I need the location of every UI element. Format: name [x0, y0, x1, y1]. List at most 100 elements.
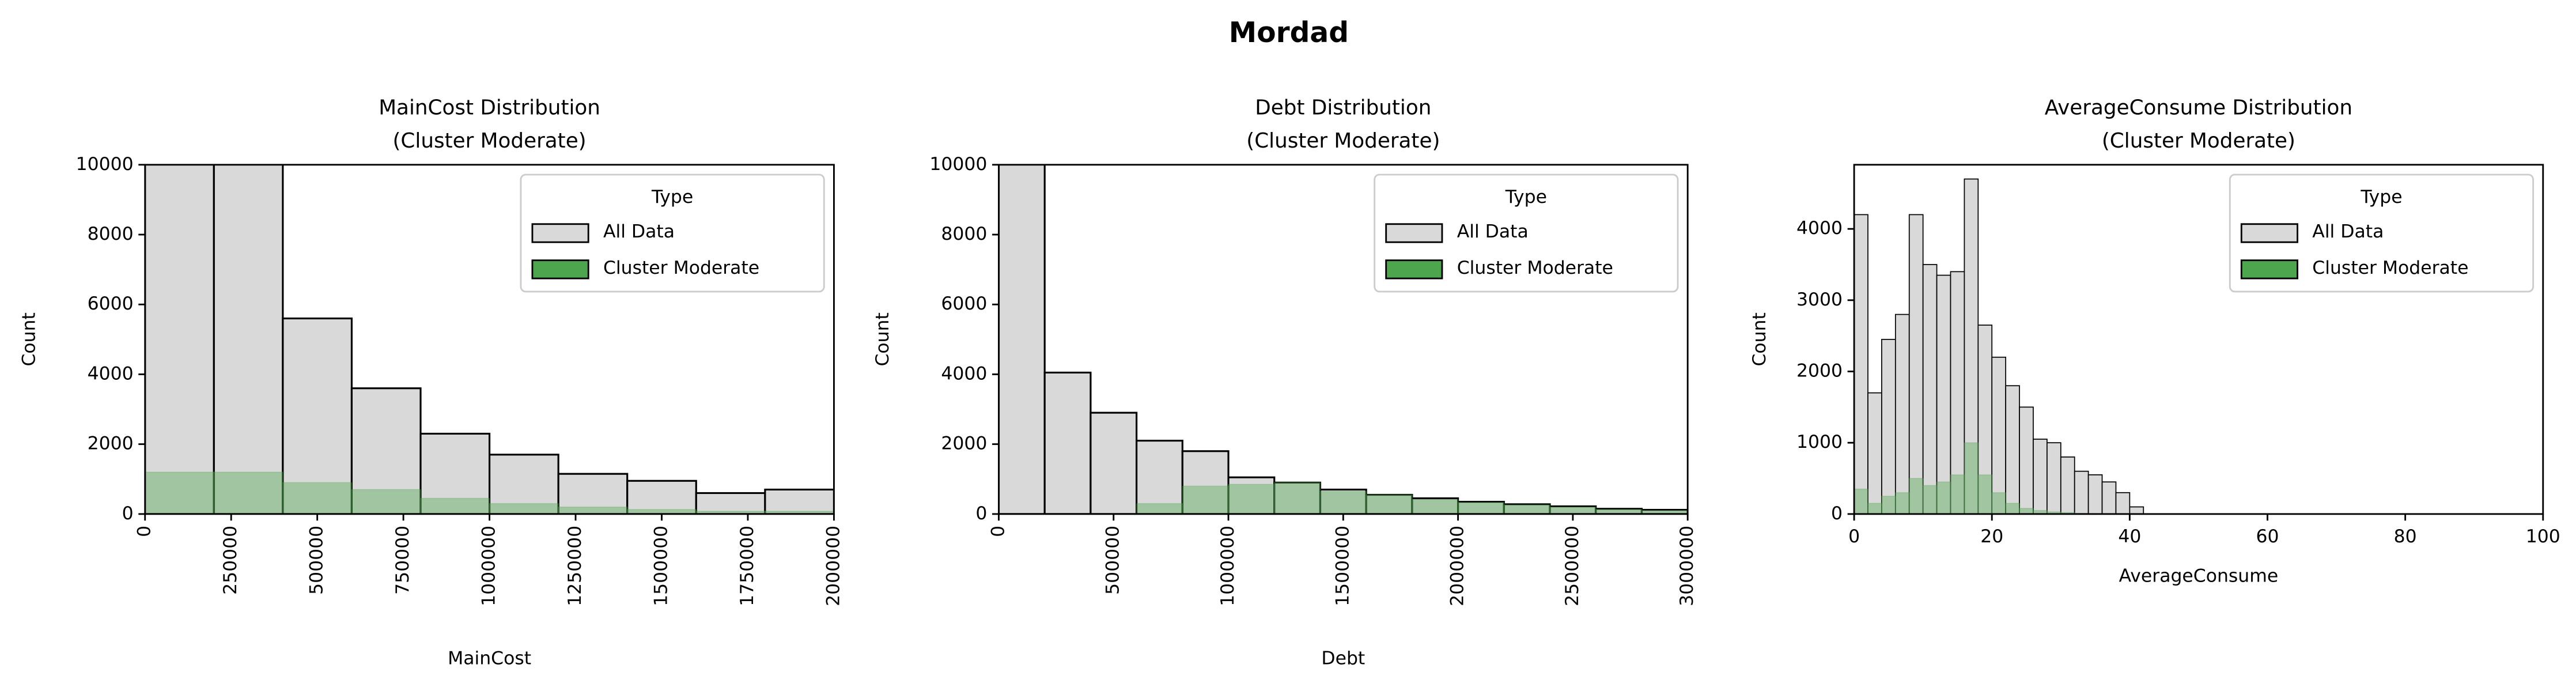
histogram-bar	[1894, 314, 1910, 514]
histogram-bar	[282, 482, 353, 514]
histogram-bar	[2060, 456, 2075, 514]
histogram-bar	[1412, 499, 1459, 514]
x-tick-label: 0	[134, 526, 155, 537]
histogram-bar	[213, 471, 283, 514]
y-tick-label: 4000	[941, 363, 987, 384]
histogram-bar	[1503, 504, 1550, 514]
histogram-bar	[419, 432, 491, 514]
legend-title: Type	[1505, 187, 1547, 207]
x-tick-label: 250000	[220, 526, 241, 595]
x-tick-label: 750000	[392, 526, 413, 595]
histogram-bar	[145, 164, 215, 514]
legend-swatch	[531, 223, 589, 243]
histogram-bar	[1227, 476, 1276, 514]
x-axis-label: MainCost	[448, 648, 531, 669]
y-tick-label: 8000	[88, 224, 134, 244]
y-tick-label: 10000	[76, 154, 134, 175]
histogram-bar	[1549, 507, 1597, 514]
histogram-bar	[1909, 478, 1924, 514]
histogram-bar	[1228, 484, 1275, 514]
histogram-bar	[489, 503, 559, 514]
x-tick-label: 500000	[307, 526, 327, 595]
chart-title: (Cluster Moderate)	[393, 129, 587, 153]
y-tick-label: 2000	[1796, 361, 1843, 382]
histogram-bar	[1922, 485, 1938, 514]
histogram-bar	[282, 317, 353, 514]
chart-title: (Cluster Moderate)	[1246, 129, 1440, 153]
histogram-bar	[1043, 371, 1092, 514]
x-axis-label: Debt	[1321, 648, 1365, 669]
x-tick-label: 80	[2394, 526, 2417, 547]
y-tick-label: 0	[1831, 503, 1843, 524]
legend-swatch	[1385, 223, 1443, 243]
y-tick-label: 6000	[941, 293, 987, 314]
legend-title: Type	[2360, 187, 2402, 207]
y-tick-label: 4000	[88, 363, 134, 384]
figure-title: Mordad	[1229, 17, 1349, 49]
legend-swatch	[531, 259, 589, 280]
histogram-bar	[626, 480, 697, 514]
legend-swatch	[1385, 259, 1443, 280]
histogram-bar	[2115, 492, 2131, 514]
histogram-bar	[1090, 412, 1138, 514]
legend-label: All Data	[603, 221, 675, 242]
y-tick-label: 6000	[88, 293, 134, 314]
x-tick-label: 1250000	[565, 526, 585, 606]
x-tick-label: 3000000	[1677, 526, 1697, 606]
histogram-bar	[1854, 214, 1868, 514]
legend-label: All Data	[2312, 221, 2384, 242]
histogram-bar	[2019, 508, 2034, 514]
histogram-bar	[1991, 492, 2006, 514]
histogram-bar	[420, 497, 490, 514]
legend-swatch	[2240, 223, 2299, 243]
axes-frame	[1853, 164, 2544, 515]
legend-label: Cluster Moderate	[603, 258, 759, 278]
x-tick-label: 2000000	[823, 526, 843, 606]
histogram-bar	[1881, 338, 1896, 514]
legend-swatch	[2240, 259, 2299, 280]
histogram-bar	[1867, 503, 1882, 514]
y-tick-label: 1000	[1796, 432, 1843, 452]
histogram-bar	[1936, 481, 1951, 514]
y-tick-label: 2000	[941, 433, 987, 454]
histogram-bar	[145, 471, 215, 514]
histogram-bar	[1319, 490, 1367, 514]
chart-title: Debt Distribution	[1255, 96, 1431, 120]
legend-box	[520, 173, 825, 293]
chart-title: MainCost Distribution	[379, 96, 600, 120]
y-tick-label: 8000	[941, 224, 987, 244]
histogram-bar	[1365, 494, 1413, 514]
x-tick-label: 1000000	[1217, 526, 1238, 606]
plot-area	[145, 164, 834, 514]
y-tick-label: 4000	[1796, 218, 1843, 239]
histogram-bar	[1895, 492, 1910, 514]
x-axis-label: AverageConsume	[2119, 565, 2279, 586]
y-tick-label: 10000	[929, 154, 987, 175]
x-tick-label: 100	[2526, 526, 2560, 547]
histogram-bar	[1867, 392, 1882, 514]
histogram-bar	[1950, 474, 1965, 514]
legend-label: Cluster Moderate	[1457, 258, 1613, 278]
histogram-bar	[2047, 442, 2061, 514]
legend-box	[1374, 173, 1679, 293]
legend: Type All Data Cluster Moderate	[2229, 173, 2535, 293]
plot-area	[998, 164, 1688, 514]
x-tick-label: 2000000	[1447, 526, 1468, 606]
histogram-bar	[1457, 502, 1505, 514]
x-tick-label: 1750000	[737, 526, 758, 606]
histogram-bar	[2087, 474, 2103, 514]
histogram-bar	[1411, 497, 1459, 514]
histogram-bar	[2033, 439, 2048, 514]
x-tick-label: 1500000	[650, 526, 671, 606]
x-tick-label: 20	[1980, 526, 2003, 547]
legend-label: Cluster Moderate	[2312, 258, 2468, 278]
legend-title: Type	[651, 187, 693, 207]
x-tick-label: 0	[988, 526, 1008, 537]
histogram-bar	[2129, 506, 2144, 514]
histogram-bar	[351, 489, 421, 514]
x-tick-label: 2500000	[1562, 526, 1583, 606]
plot-area	[1854, 178, 2144, 514]
histogram-bar	[1991, 356, 2007, 514]
histogram-bar	[1908, 214, 1924, 514]
